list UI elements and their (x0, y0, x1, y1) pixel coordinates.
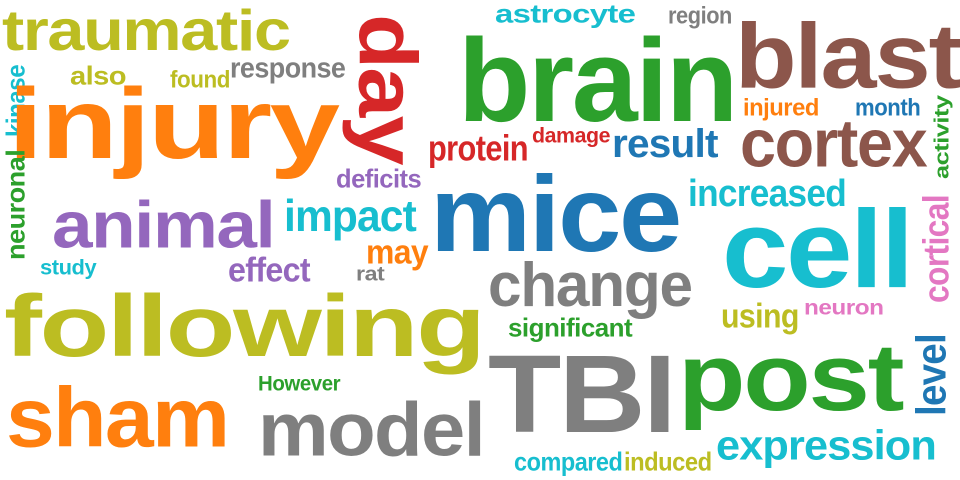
word-significant: significant (508, 314, 633, 343)
word-cortex: cortex (740, 105, 928, 182)
word-post: post (678, 323, 905, 431)
word-response: response (230, 52, 346, 84)
word-traumatic: traumatic (2, 0, 291, 63)
word-impact: impact (284, 191, 417, 241)
word-mice: mice (430, 152, 682, 275)
word-injury: injury (8, 67, 340, 180)
word-however: However (258, 372, 341, 396)
word-animal: animal (52, 187, 276, 262)
word-induced: induced (624, 448, 712, 477)
word-brain: brain (458, 14, 738, 148)
word-study: study (40, 256, 97, 280)
word-deficits: deficits (336, 165, 422, 194)
word-result: result (612, 121, 718, 166)
word-effect: effect (228, 252, 311, 290)
word-day: day (341, 14, 433, 164)
word-following: following (4, 276, 486, 375)
word-also: also (70, 62, 127, 91)
word-level: level (907, 334, 955, 416)
word-compared: compared (514, 448, 623, 477)
word-neuronal: neuronal (2, 149, 31, 260)
word-protein: protein (428, 127, 529, 169)
word-may: may (366, 234, 429, 272)
word-using: using (721, 298, 799, 336)
word-expression: expression (716, 421, 937, 469)
word-cell: cell (722, 187, 914, 312)
word-change: change (488, 249, 693, 320)
word-activity: activity (930, 95, 953, 179)
word-neuron: neuron (804, 296, 884, 320)
word-model: model (258, 387, 486, 473)
word-cortical: cortical (915, 195, 957, 303)
word-month: month (855, 94, 921, 121)
word-rat: rat (356, 262, 385, 285)
word-astrocyte: astrocyte (495, 0, 636, 29)
word-region: region (668, 2, 732, 29)
word-damage: damage (532, 124, 611, 148)
word-found: found (170, 66, 230, 93)
word-blast: blast (735, 4, 960, 108)
word-injured: injured (743, 94, 819, 121)
word-tbi: TBI (488, 332, 676, 457)
word-increased: increased (688, 172, 847, 215)
word-sham: sham (6, 370, 230, 465)
